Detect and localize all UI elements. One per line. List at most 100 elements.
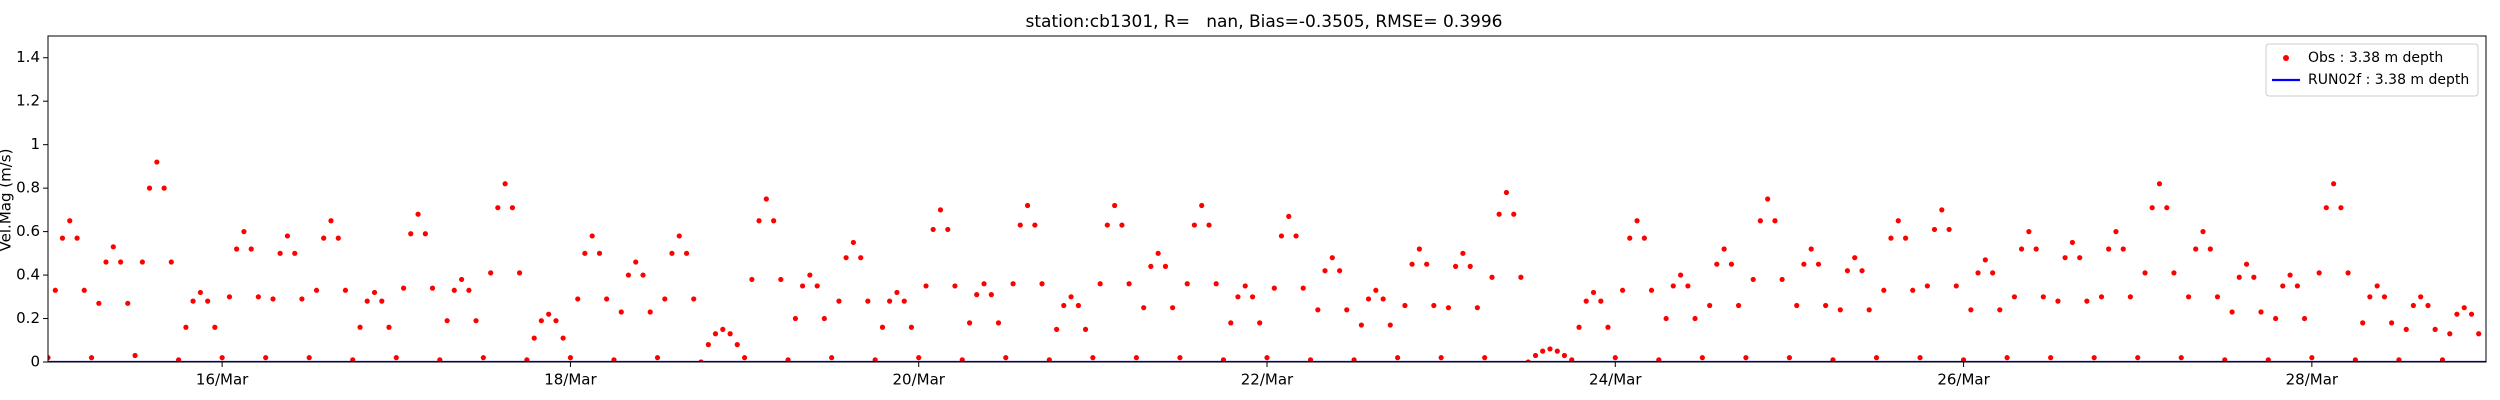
obs-point	[727, 331, 733, 337]
obs-point	[2316, 270, 2322, 276]
obs-point	[393, 355, 399, 361]
obs-point	[1307, 357, 1314, 362]
obs-point	[1532, 352, 1539, 359]
obs-point	[1460, 250, 1466, 256]
obs-point	[1133, 355, 1139, 361]
obs-point	[2120, 246, 2126, 252]
obs-point	[1054, 326, 1060, 332]
obs-point	[1808, 246, 1814, 252]
obs-point	[995, 320, 1002, 326]
obs-point	[118, 259, 124, 265]
obs-point	[879, 324, 886, 330]
obs-point	[2004, 355, 2010, 361]
obs-point	[1184, 281, 1190, 287]
obs-point	[1496, 211, 1502, 217]
obs-point	[1772, 218, 1778, 224]
obs-point	[981, 281, 987, 287]
y-tick-label: 0.6	[16, 222, 40, 240]
obs-point	[1735, 302, 1742, 309]
obs-point	[872, 357, 878, 362]
obs-point	[1155, 250, 1161, 256]
x-tick-label: 16/Mar	[196, 371, 249, 389]
obs-point	[408, 231, 414, 237]
obs-point	[2468, 311, 2475, 317]
obs-point	[1032, 222, 1038, 228]
obs-point	[270, 296, 276, 302]
obs-point	[1024, 202, 1031, 209]
obs-point	[400, 285, 407, 291]
obs-point	[1692, 315, 1698, 322]
obs-point	[560, 335, 566, 341]
obs-point	[1213, 281, 1219, 287]
obs-point	[1619, 287, 1626, 293]
obs-point	[1953, 283, 1959, 289]
obs-point	[2476, 331, 2482, 337]
obs-point	[1351, 357, 1357, 362]
obs-point	[161, 185, 167, 191]
obs-point	[1300, 285, 1306, 291]
obs-point	[937, 207, 944, 213]
obs-point	[821, 315, 827, 322]
obs-point	[2113, 229, 2119, 235]
obs-point	[1794, 302, 1800, 309]
obs-point	[466, 287, 472, 293]
x-tick-label: 20/Mar	[892, 371, 945, 389]
obs-point	[1249, 294, 1256, 300]
obs-point	[2193, 246, 2199, 252]
obs-point	[125, 300, 131, 306]
plot-area	[48, 159, 2486, 362]
obs-point	[1046, 357, 1052, 362]
obs-point	[48, 355, 51, 361]
obs-point	[2091, 355, 2097, 361]
obs-point	[1917, 355, 1923, 361]
obs-point	[2048, 355, 2054, 361]
obs-point	[110, 244, 116, 250]
obs-point	[604, 296, 610, 302]
obs-point	[596, 250, 603, 256]
obs-point	[328, 218, 334, 224]
obs-point	[2069, 239, 2076, 246]
obs-point	[2207, 246, 2213, 252]
obs-point	[807, 272, 813, 278]
obs-point	[1380, 296, 1386, 302]
obs-point	[480, 355, 486, 361]
obs-point	[386, 324, 392, 330]
obs-point	[1257, 320, 1263, 326]
obs-point	[2396, 357, 2402, 362]
obs-point	[1750, 276, 1756, 283]
obs-point	[2214, 294, 2221, 300]
obs-point	[676, 233, 682, 239]
obs-point	[850, 239, 857, 246]
obs-point	[1329, 255, 1335, 261]
obs-point	[1663, 315, 1669, 322]
obs-point	[473, 318, 479, 324]
obs-point	[2258, 309, 2264, 315]
obs-point	[2011, 294, 2018, 300]
obs-point	[1721, 246, 1727, 252]
obs-point	[2171, 270, 2177, 276]
obs-point	[132, 352, 138, 359]
obs-point	[749, 276, 755, 283]
obs-point	[1823, 302, 1829, 309]
obs-point	[662, 296, 668, 302]
obs-point	[1677, 272, 1684, 278]
obs-point	[1358, 322, 1364, 328]
obs-point	[2280, 283, 2286, 289]
obs-point	[1438, 355, 1444, 361]
obs-point	[1445, 305, 1452, 311]
obs-point	[458, 276, 465, 283]
obs-point	[1569, 357, 1575, 362]
obs-point	[429, 285, 436, 291]
y-tick-label: 0	[30, 353, 40, 371]
obs-point	[1293, 233, 1299, 239]
obs-point	[1395, 355, 1401, 361]
obs-point	[2389, 320, 2395, 326]
obs-point	[306, 355, 312, 361]
obs-point	[2287, 272, 2293, 278]
obs-point	[858, 255, 864, 261]
x-tick-label: 28/Mar	[2286, 371, 2339, 389]
obs-point	[575, 296, 581, 302]
obs-point	[1931, 226, 1938, 233]
obs-point	[1344, 307, 1350, 313]
